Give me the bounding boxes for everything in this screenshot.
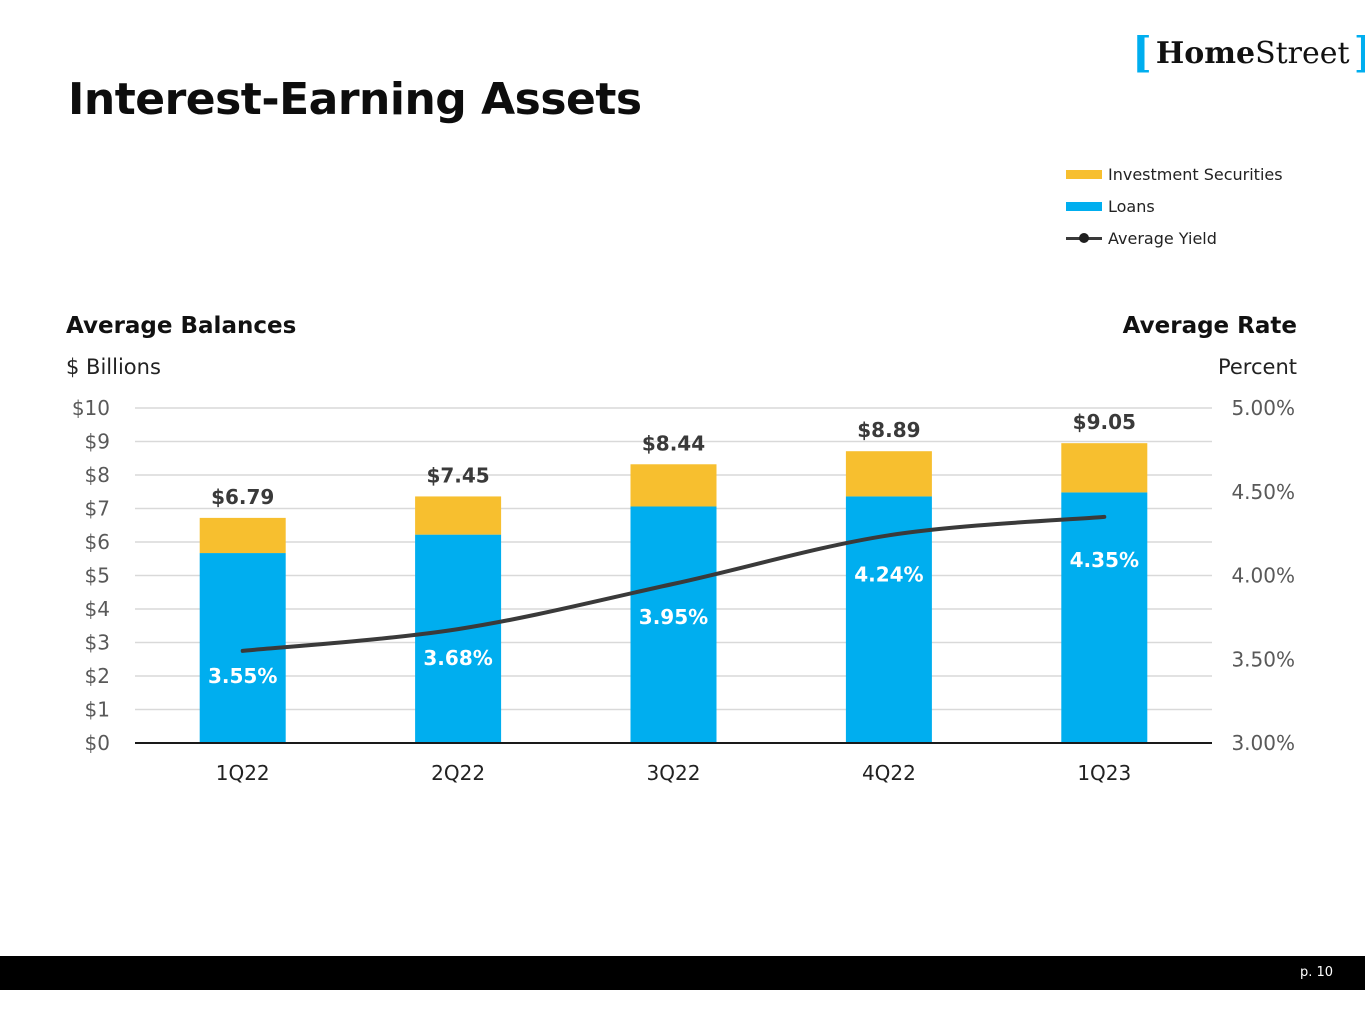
bar-total-label: $8.44 [642, 431, 705, 455]
right-axis-tick-label: 3.50% [1231, 647, 1295, 671]
left-axis-tick-label: $5 [85, 564, 110, 588]
x-axis-tick-label: 1Q22 [216, 761, 270, 785]
right-axis-tick-label: 3.00% [1231, 731, 1295, 755]
footer-bar: p. 10 [0, 956, 1365, 990]
interest-earning-assets-chart: $0 $1 $2 $3 $4 $5 $6 $7 $8 $9 $10 3.00% 3.50% 4.00% 4.… [72, 396, 1295, 785]
bar-investment-securities [845, 451, 932, 497]
bar-total-label: $7.45 [426, 463, 489, 487]
average-yield-label: 3.95% [639, 605, 708, 629]
right-axis-title: Average Rate [1122, 313, 1297, 339]
bar-loans [630, 506, 717, 743]
left-axis-tick-label: $6 [85, 530, 110, 554]
bar-loans [845, 496, 932, 743]
legend-item-average-yield: Average Yield [1066, 222, 1283, 254]
right-axis-tick-label: 4.50% [1231, 480, 1295, 504]
left-axis-tick-label: $8 [85, 463, 110, 487]
left-axis-tick-label: $0 [85, 731, 110, 755]
left-axis-tick-label: $7 [85, 497, 110, 521]
x-axis-tick-label: 1Q23 [1077, 761, 1131, 785]
chart-legend: Investment Securities Loans Average Yiel… [1066, 158, 1283, 254]
average-yield-label: 3.68% [423, 646, 492, 670]
legend-swatch-investment-securities [1066, 169, 1102, 179]
left-axis-tick-label: $10 [72, 396, 110, 420]
bar-investment-securities [1061, 443, 1148, 493]
bar-loans [415, 534, 502, 743]
x-axis-tick-label: 4Q22 [862, 761, 916, 785]
right-axis-unit: Percent [1217, 355, 1297, 379]
bar-total-label: $9.05 [1073, 410, 1136, 434]
bar-investment-securities [630, 464, 717, 507]
bar-total-label: $8.89 [857, 418, 920, 442]
left-axis-unit: $ Billions [66, 355, 161, 379]
legend-label-average-yield: Average Yield [1108, 228, 1217, 248]
left-axis-tick-label: $4 [85, 597, 110, 621]
page-title: Interest-Earning Assets [68, 74, 642, 125]
right-axis-tick-label: 5.00% [1231, 396, 1295, 420]
bar-investment-securities [199, 517, 286, 554]
logo-bracket-right: ] [1354, 32, 1365, 74]
legend-label-investment-securities: Investment Securities [1108, 164, 1283, 184]
average-yield-label: 4.35% [1070, 548, 1139, 572]
left-axis-tick-label: $1 [85, 698, 110, 722]
bar-total-label: $6.79 [211, 485, 274, 509]
left-axis-tick-label: $2 [85, 664, 110, 688]
legend-item-loans: Loans [1066, 190, 1283, 222]
left-axis-tick-label: $3 [85, 631, 110, 655]
average-yield-label: 4.24% [854, 562, 923, 586]
average-yield-line [240, 514, 1107, 653]
logo-bracket-left: [ [1132, 28, 1152, 77]
legend-swatch-loans [1066, 201, 1102, 211]
x-axis-tick-label: 3Q22 [647, 761, 701, 785]
bar-loans [1061, 492, 1148, 743]
page-number: p. 10 [1299, 965, 1333, 980]
left-axis-title: Average Balances [66, 313, 297, 339]
bar-investment-securities [415, 496, 502, 535]
average-yield-label: 3.55% [208, 664, 277, 688]
logo-street-text: Street [1255, 35, 1350, 71]
left-axis-tick-label: $9 [85, 430, 110, 454]
logo-home-text: Home [1155, 35, 1256, 71]
legend-label-loans: Loans [1108, 196, 1155, 216]
legend-item-investment-securities: Investment Securities [1066, 158, 1283, 190]
right-axis-tick-label: 4.00% [1231, 564, 1295, 588]
x-axis-tick-label: 2Q22 [431, 761, 485, 785]
legend-swatch-average-yield [1066, 231, 1102, 245]
